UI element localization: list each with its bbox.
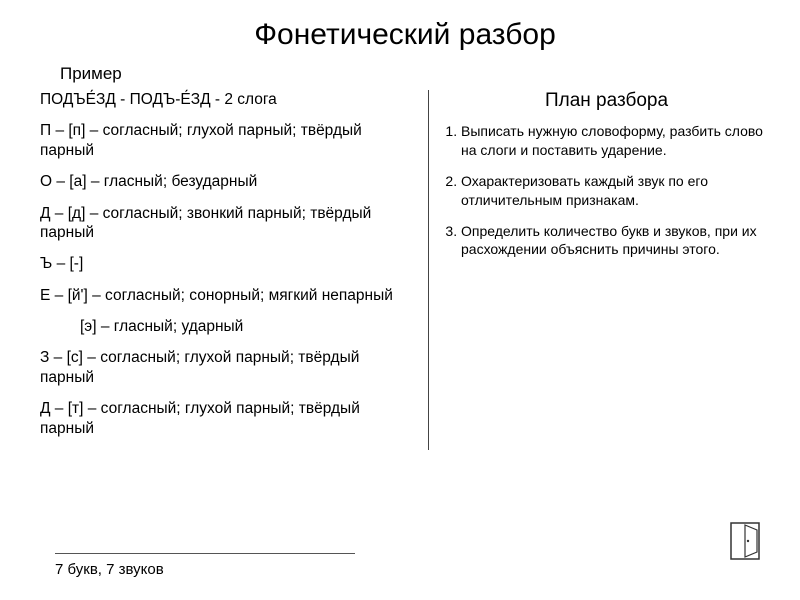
letter-row-z: З – [с] – согласный; глухой парный; твёр… — [40, 348, 410, 387]
letter-row-e2: [э] – гласный; ударный — [80, 317, 410, 336]
letter-row-d2: Д – [т] – согласный; глухой парный; твёр… — [40, 399, 410, 438]
letter-row-hard: Ъ – [-] — [40, 254, 410, 273]
summary-text: 7 букв, 7 звуков — [55, 555, 164, 578]
content-row: ПОДЪЕ́ЗД - ПОДЪ-Е́ЗД - 2 слога П – [п] –… — [40, 90, 770, 450]
analysis-column: ПОДЪЕ́ЗД - ПОДЪ-Е́ЗД - 2 слога П – [п] –… — [40, 90, 410, 450]
word-line: ПОДЪЕ́ЗД - ПОДЪ-Е́ЗД - 2 слога — [40, 90, 410, 109]
summary-separator — [55, 553, 355, 554]
plan-item-2: Охарактеризовать каждый звук по его отли… — [461, 172, 770, 210]
plan-title: План разбора — [443, 90, 770, 112]
plan-item-1: Выписать нужную словоформу, разбить слов… — [461, 122, 770, 160]
letter-row-o: О – [а] – гласный; безударный — [40, 172, 410, 191]
letter-row-e1: Е – [й'] – согласный; сонорный; мягкий н… — [40, 286, 410, 305]
plan-column: План разбора Выписать нужную словоформу,… — [428, 90, 770, 450]
example-label: Пример — [60, 64, 770, 84]
plan-item-3: Определить количество букв и звуков, при… — [461, 222, 770, 260]
letter-row-p: П – [п] – согласный; глухой парный; твёр… — [40, 121, 410, 160]
door-icon[interactable] — [730, 522, 760, 560]
page-title: Фонетический разбор — [40, 18, 770, 52]
plan-list: Выписать нужную словоформу, разбить слов… — [443, 122, 770, 259]
letter-row-d1: Д – [д] – согласный; звонкий парный; твё… — [40, 204, 410, 243]
